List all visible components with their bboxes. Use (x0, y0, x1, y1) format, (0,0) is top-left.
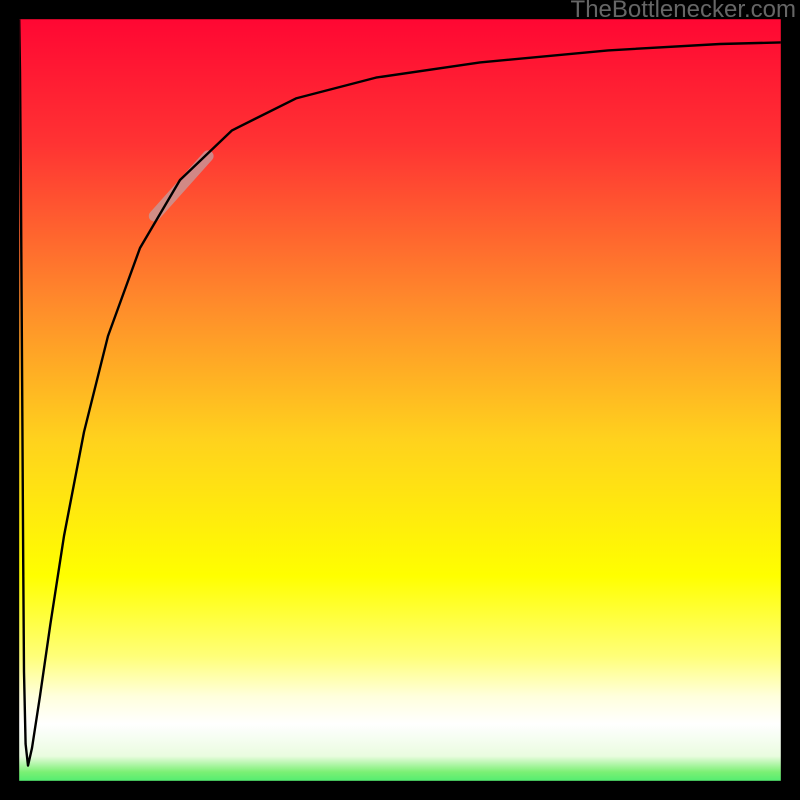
bottleneck-chart: TheBottlenecker.com (0, 0, 800, 800)
chart-canvas (0, 0, 800, 800)
gradient-background (0, 0, 800, 800)
